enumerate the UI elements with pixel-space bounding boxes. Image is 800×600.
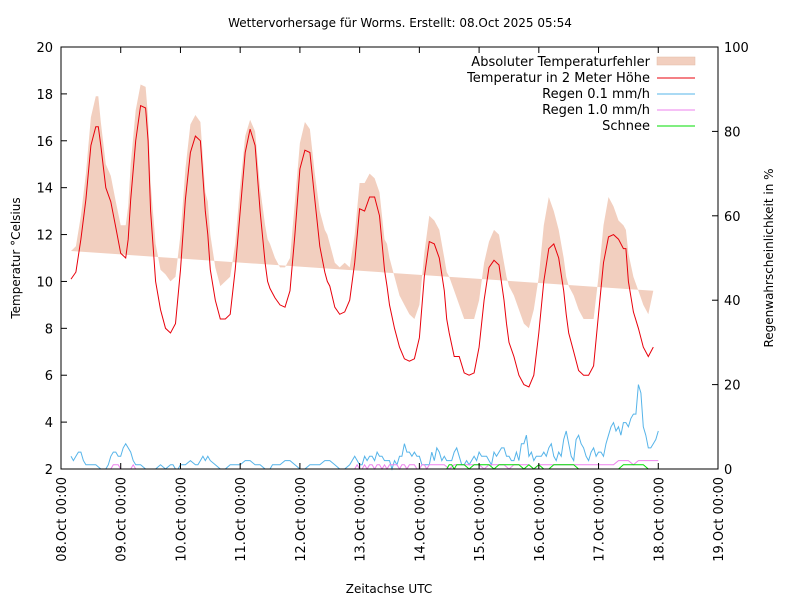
y-tick-label: 14 bbox=[36, 182, 53, 197]
y-tick-label: 4 bbox=[45, 416, 53, 431]
x-axis: 08.Oct 00:00 09.Oct 00:00 10.Oct 00:00 11.O… bbox=[55, 47, 727, 562]
y2-tick-label: 20 bbox=[724, 379, 741, 394]
plot-border bbox=[60, 46, 719, 470]
x-tick-label: 18.Oct 00:00 bbox=[652, 477, 667, 562]
y-tick-label: 10 bbox=[36, 275, 53, 290]
x-tick-label: 13.Oct 00:00 bbox=[354, 477, 369, 562]
x-tick-label: 17.Oct 00:00 bbox=[593, 477, 608, 562]
y2-tick-label: 100 bbox=[724, 41, 749, 56]
y-tick-label: 18 bbox=[36, 88, 53, 103]
y-axis-label: Temperatur °Celsius bbox=[9, 197, 23, 319]
chart-title: Wettervorhersage für Worms. Erstellt: 08… bbox=[228, 16, 572, 30]
y-tick-label: 12 bbox=[36, 229, 53, 244]
y-tick-label: 20 bbox=[36, 41, 53, 56]
temperature-line bbox=[70, 104, 654, 388]
legend-label: Absoluter Temperaturfehler bbox=[471, 55, 650, 70]
legend-label: Temperatur in 2 Meter Höhe bbox=[466, 71, 650, 86]
x-tick-label: 19.Oct 00:00 bbox=[712, 477, 727, 562]
legend-label: Regen 0.1 mm/h bbox=[542, 87, 650, 102]
y2-tick-label: 0 bbox=[724, 463, 732, 478]
x-axis-label: Zeitachse UTC bbox=[346, 582, 432, 596]
y-tick-label: 8 bbox=[45, 322, 53, 337]
y2-tick-label: 80 bbox=[724, 125, 741, 140]
x-tick-label: 08.Oct 00:00 bbox=[55, 477, 70, 562]
plot-area bbox=[70, 84, 659, 471]
series-regen-1-0-mm-h bbox=[110, 460, 659, 470]
x-tick-label: 16.Oct 00:00 bbox=[533, 477, 548, 562]
x-tick-label: 10.Oct 00:00 bbox=[174, 477, 189, 562]
y-axis-left: 2 4 6 8 10 12 14 16 18 20 bbox=[36, 41, 67, 478]
legend-label: Regen 1.0 mm/h bbox=[542, 103, 650, 118]
x-tick-label: 09.Oct 00:00 bbox=[115, 477, 130, 562]
legend-swatch bbox=[656, 56, 696, 66]
x-tick-label: 12.Oct 00:00 bbox=[294, 477, 309, 562]
y-tick-label: 16 bbox=[36, 135, 53, 150]
x-tick-label: 15.Oct 00:00 bbox=[473, 477, 488, 562]
y-axis-right: 0 20 40 60 80 100 bbox=[712, 41, 749, 478]
x-tick-label: 11.Oct 00:00 bbox=[234, 477, 249, 562]
y2-axis-label: Regenwahrscheinlichkeit in % bbox=[762, 168, 776, 347]
legend-label: Schnee bbox=[602, 119, 650, 134]
series-schnee bbox=[446, 464, 649, 470]
y2-tick-label: 40 bbox=[724, 294, 741, 309]
temperature-error-band bbox=[71, 84, 654, 329]
series-regen-0-1-mm-h bbox=[70, 384, 659, 471]
y-tick-label: 2 bbox=[45, 463, 53, 478]
x-tick-label: 14.Oct 00:00 bbox=[413, 477, 428, 562]
y-tick-label: 6 bbox=[45, 369, 53, 384]
y2-tick-label: 60 bbox=[724, 210, 741, 225]
